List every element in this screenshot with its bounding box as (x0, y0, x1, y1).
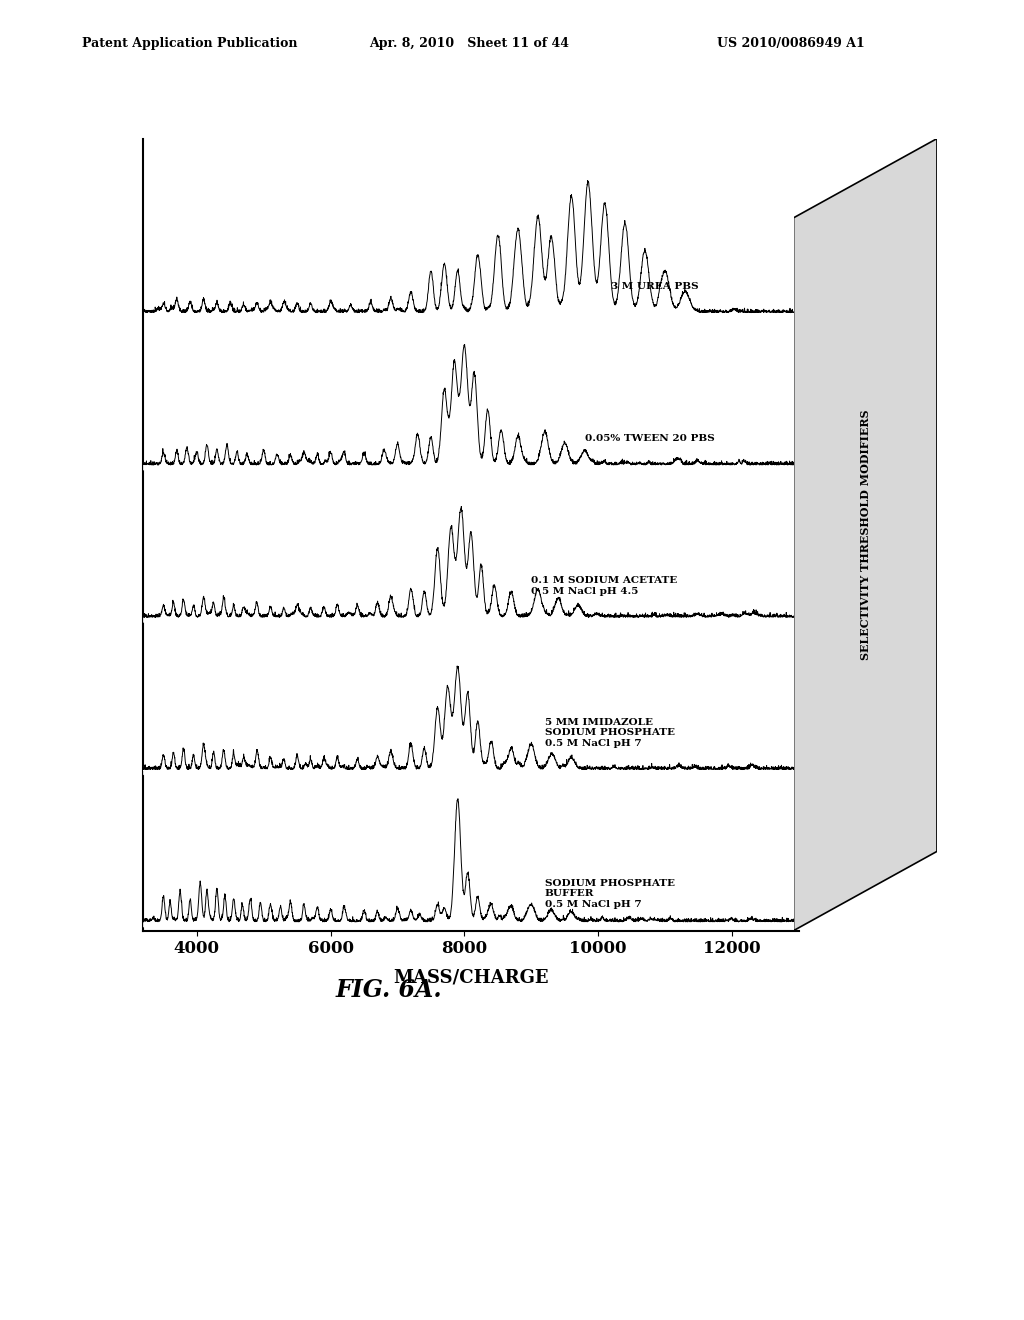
Text: 0.1 M SODIUM ACETATE
0.5 M NaCl pH 4.5: 0.1 M SODIUM ACETATE 0.5 M NaCl pH 4.5 (531, 576, 678, 595)
Text: Patent Application Publication: Patent Application Publication (82, 37, 297, 50)
Text: SODIUM PHOSPHATE
BUFFER
0.5 M NaCl pH 7: SODIUM PHOSPHATE BUFFER 0.5 M NaCl pH 7 (545, 879, 675, 909)
Polygon shape (794, 139, 937, 931)
Text: SELECTIVITY THRESHOLD MODIFIERS: SELECTIVITY THRESHOLD MODIFIERS (860, 409, 870, 660)
Text: 5 MM IMIDAZOLE
SODIUM PHOSPHATE
0.5 M NaCl pH 7: 5 MM IMIDAZOLE SODIUM PHOSPHATE 0.5 M Na… (545, 718, 675, 748)
Text: 3 M UREA PBS: 3 M UREA PBS (611, 282, 699, 290)
X-axis label: MASS/CHARGE: MASS/CHARGE (393, 969, 549, 986)
Text: FIG. 6A.: FIG. 6A. (336, 978, 442, 1002)
Text: US 2010/0086949 A1: US 2010/0086949 A1 (717, 37, 864, 50)
Text: Apr. 8, 2010   Sheet 11 of 44: Apr. 8, 2010 Sheet 11 of 44 (369, 37, 568, 50)
Text: 0.05% TWEEN 20 PBS: 0.05% TWEEN 20 PBS (585, 434, 715, 444)
